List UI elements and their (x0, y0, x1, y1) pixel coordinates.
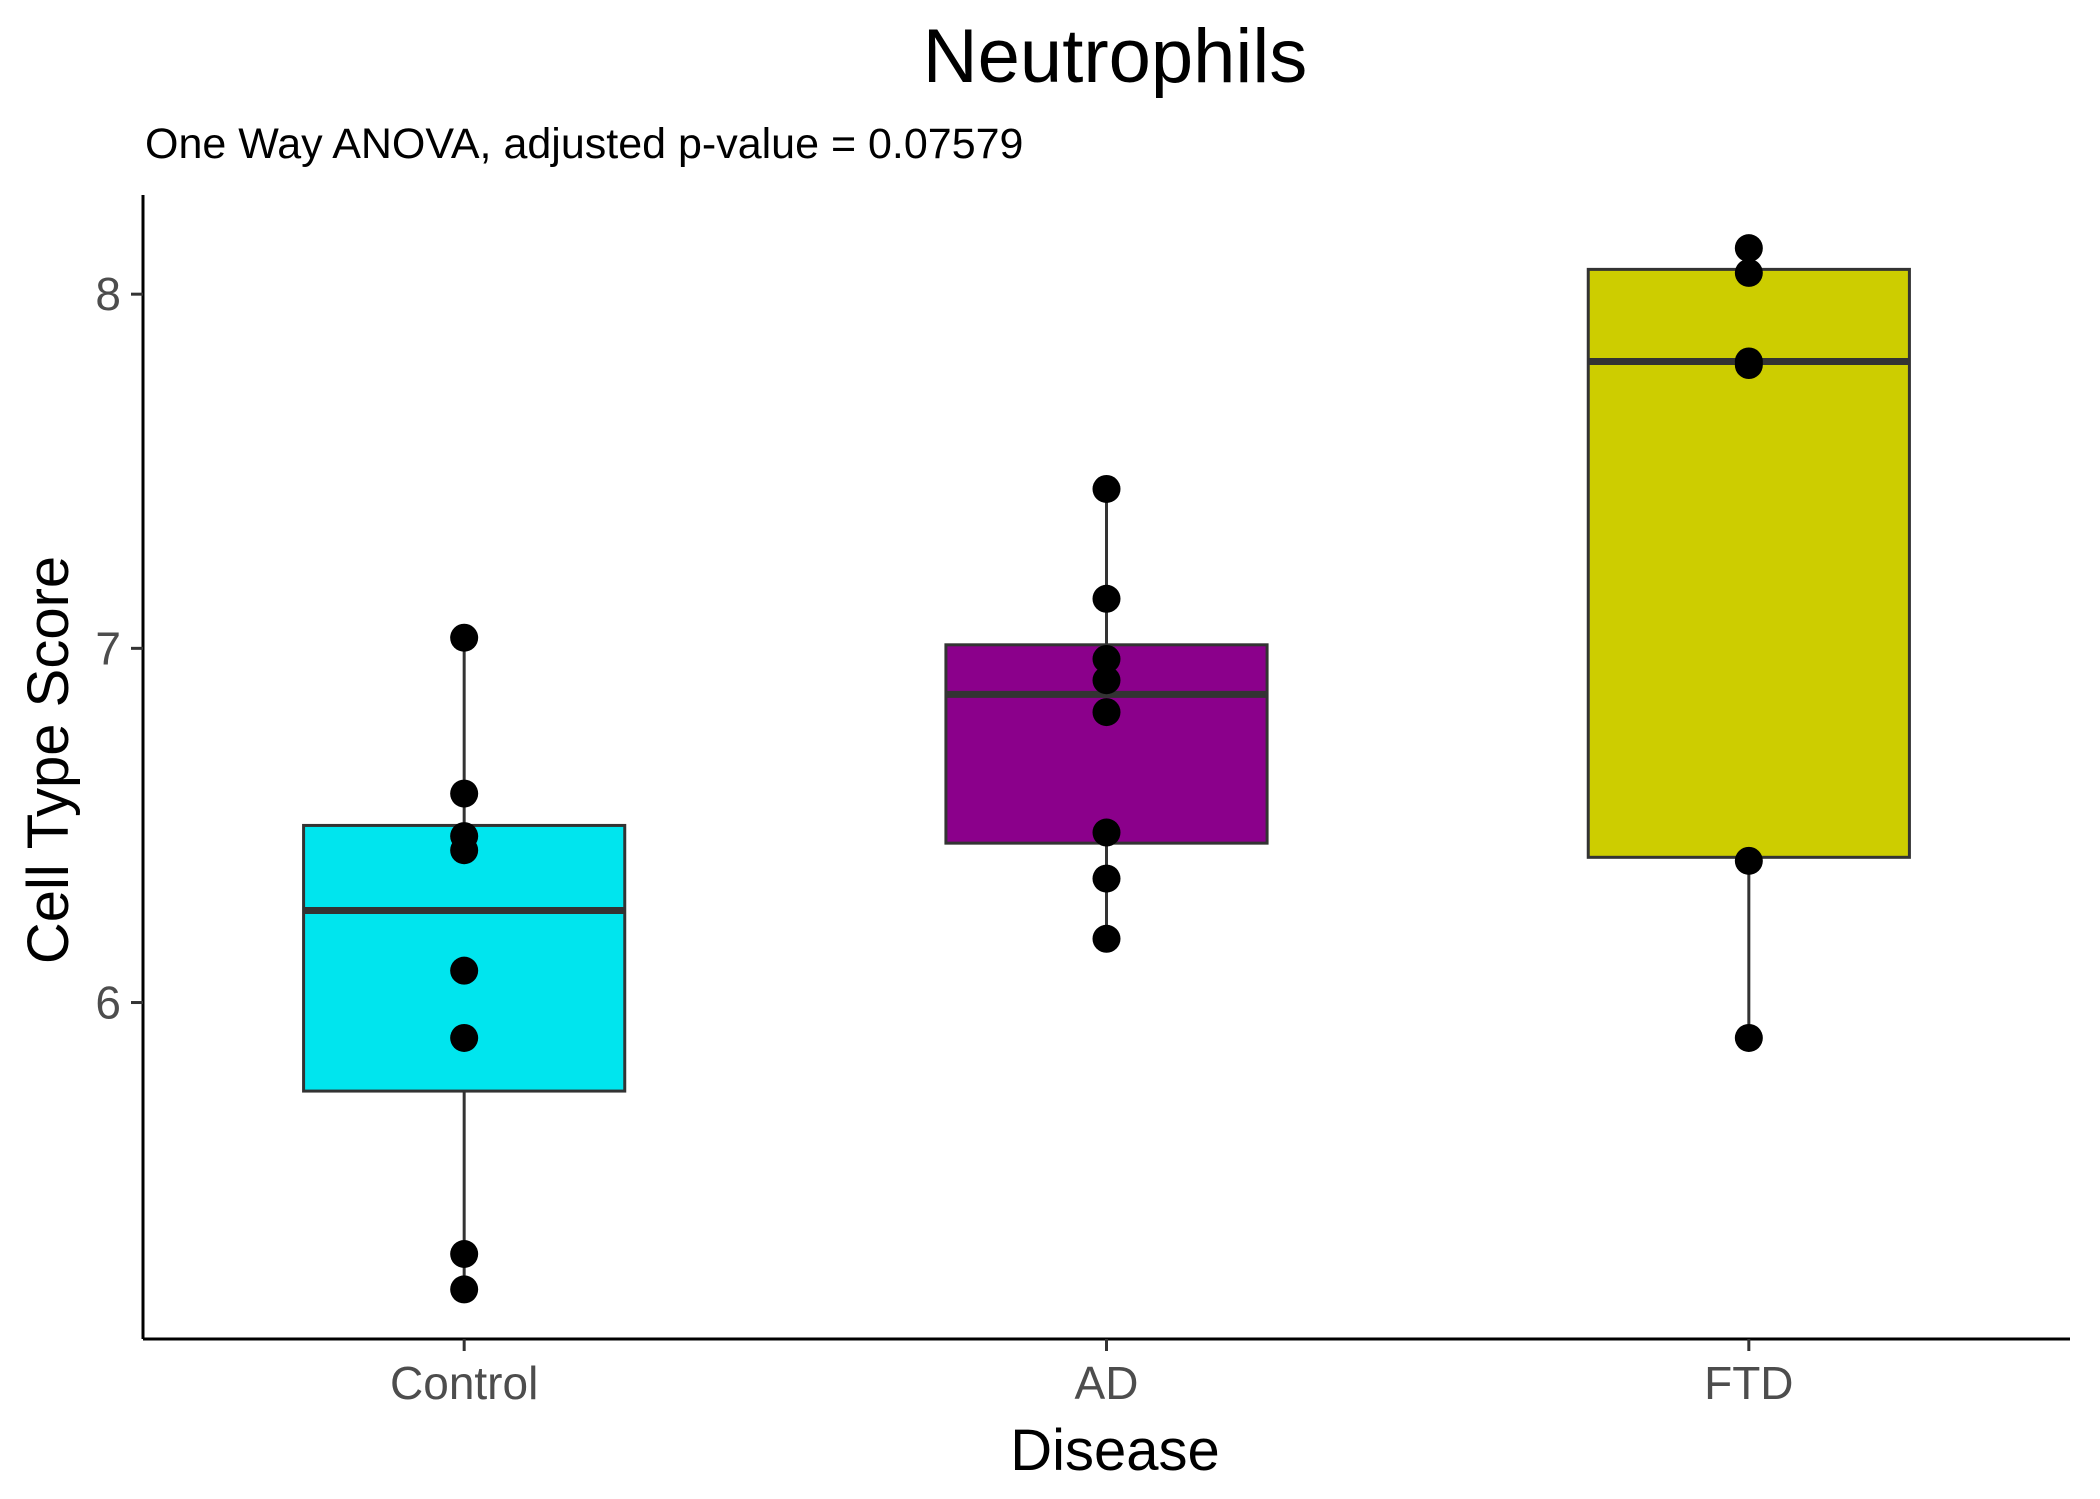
data-point (1092, 666, 1121, 695)
data-point (450, 1275, 479, 1304)
data-point (1092, 864, 1121, 893)
box-group-control (302, 623, 627, 1304)
y-tick-label: 6 (95, 977, 121, 1029)
data-point (1092, 698, 1121, 727)
x-tick-label: Control (390, 1357, 538, 1409)
box-group-ftd (1586, 234, 1911, 1052)
data-point (450, 836, 479, 865)
data-point (1734, 258, 1763, 287)
box-group-ad (944, 474, 1269, 953)
data-point (450, 1239, 479, 1268)
data-point (1092, 644, 1121, 673)
data-point (450, 956, 479, 985)
data-point (450, 1023, 479, 1052)
x-tick-label: FTD (1704, 1357, 1793, 1409)
x-tick-label: AD (1075, 1357, 1139, 1409)
data-point (450, 779, 479, 808)
data-point (1734, 1023, 1763, 1052)
data-point (1092, 474, 1121, 503)
y-axis-title: Cell Type Score (16, 556, 81, 964)
chart-subtitle: One Way ANOVA, adjusted p-value = 0.0757… (145, 120, 1023, 168)
data-point (1734, 234, 1763, 263)
data-point (1734, 846, 1763, 875)
chart-title: Neutrophils (923, 14, 1307, 99)
axes: 6 7 8 Control AD FTD (95, 195, 2070, 1409)
plot-area (302, 234, 1911, 1304)
data-point (1734, 351, 1763, 380)
data-point (1092, 818, 1121, 847)
data-point (1092, 924, 1121, 953)
data-point (450, 623, 479, 652)
x-axis-title: Disease (1010, 1418, 1220, 1483)
data-point (1092, 584, 1121, 613)
y-tick-label: 8 (95, 268, 121, 320)
y-tick-label: 7 (95, 622, 121, 674)
